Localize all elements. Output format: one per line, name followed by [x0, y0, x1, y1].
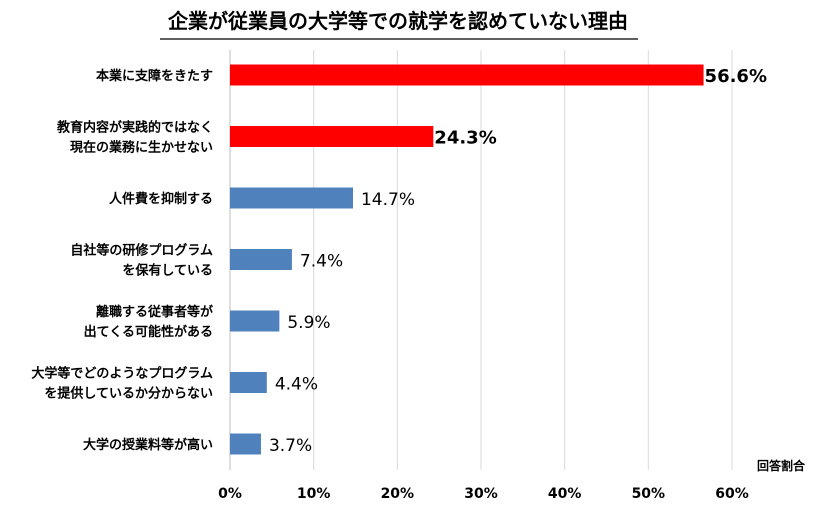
- value-label: 4.4%: [275, 375, 318, 395]
- category-label: を提供しているか分からない: [44, 386, 213, 402]
- category-label: 教育内容が実践的ではなく: [56, 120, 213, 136]
- value-label: 24.3%: [434, 128, 496, 149]
- category-label: 人件費を抑制する: [109, 191, 213, 207]
- bar: [230, 64, 704, 86]
- category-label: 自社等の研修プログラム: [70, 243, 213, 259]
- category-label: 出てくる可能性がある: [84, 324, 213, 340]
- chart-title: 企業が従業員の大学等での就学を認めていない理由: [167, 9, 628, 33]
- x-axis-label: 回答割合: [757, 458, 806, 473]
- bar: [230, 433, 261, 455]
- value-label: 14.7%: [361, 190, 415, 210]
- x-tick-label: 10%: [297, 486, 331, 502]
- category-label: 大学の授業料等が高い: [83, 437, 213, 453]
- bar: [230, 126, 434, 147]
- category-label: 現在の業務に生かせない: [70, 140, 213, 156]
- category-label: 本業に支障をきたす: [96, 68, 213, 84]
- value-label: 3.7%: [269, 436, 312, 456]
- bar: [230, 249, 292, 270]
- x-tick-label: 20%: [381, 486, 415, 502]
- x-tick-label: 50%: [632, 486, 666, 502]
- bar: [230, 310, 280, 332]
- category-label: を保有している: [122, 263, 213, 279]
- bar: [230, 187, 353, 209]
- category-labels: 本業に支障をきたす教育内容が実践的ではなく現在の業務に生かせない人件費を抑制する…: [31, 68, 213, 453]
- x-axis-ticks: 0% 10% 20% 30% 40% 50% 60%: [218, 486, 749, 502]
- bar: [230, 372, 267, 393]
- x-tick-label: 40%: [548, 486, 582, 502]
- category-label: 大学等でどのようなプログラム: [31, 366, 213, 382]
- x-tick-label: 60%: [715, 486, 749, 502]
- value-label: 56.6%: [705, 66, 767, 87]
- x-tick-label: 0%: [218, 486, 242, 502]
- bars: [230, 64, 704, 455]
- x-tick-label: 30%: [464, 486, 498, 502]
- grid-lines: [229, 50, 733, 470]
- value-label: 5.9%: [287, 313, 330, 333]
- category-label: 離職する従事者等が: [96, 304, 213, 320]
- value-label: 7.4%: [300, 252, 343, 272]
- value-labels: 56.6% 24.3% 14.7% 7.4% 5.9% 4.4% 3.7%: [269, 66, 767, 456]
